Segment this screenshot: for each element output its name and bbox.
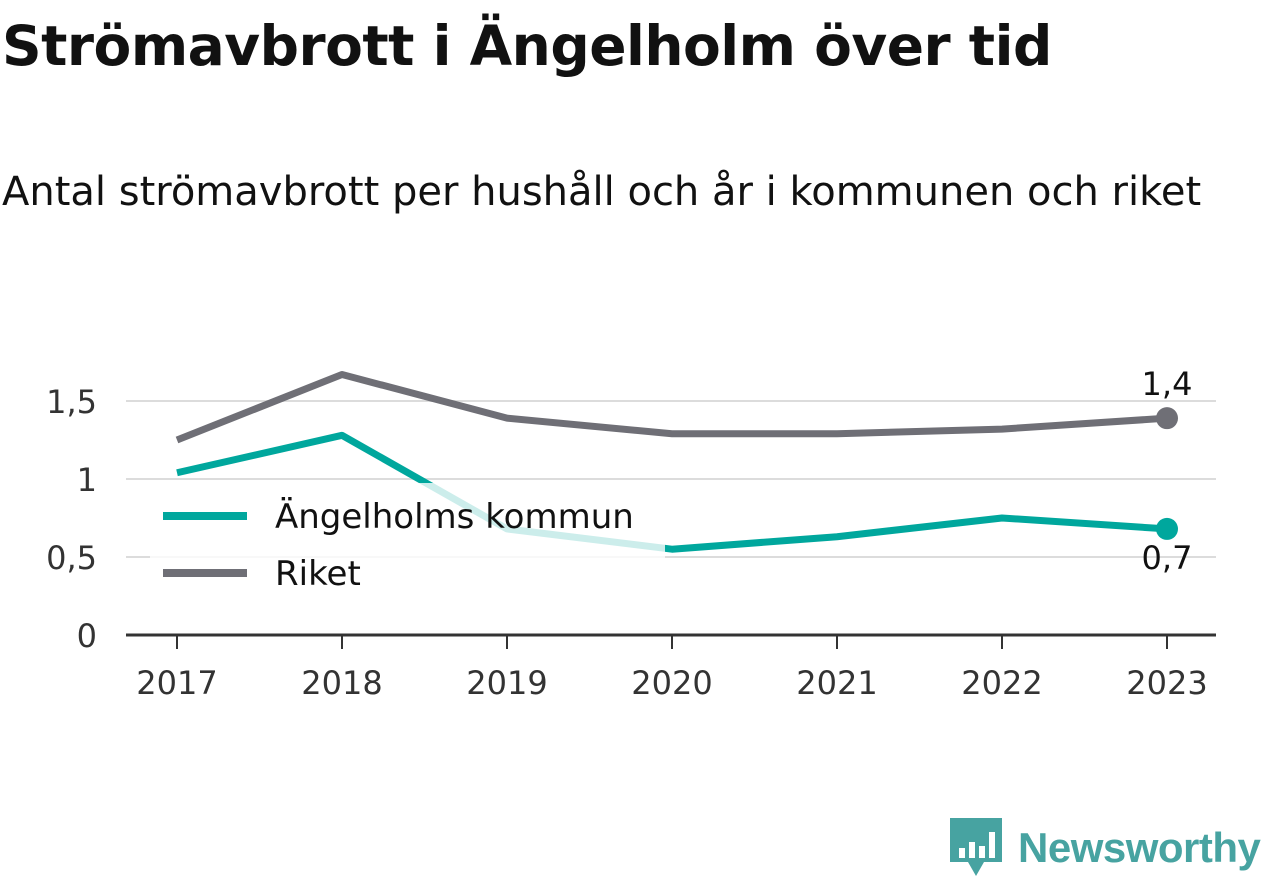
legend-label: Ängelholms kommun bbox=[275, 497, 634, 537]
series-line-angelholm bbox=[176, 431, 1168, 553]
bar-chart-speech-bubble-icon bbox=[950, 818, 1002, 876]
series-line-riket bbox=[175, 370, 1168, 444]
end-point-riket bbox=[1156, 407, 1178, 430]
y-tick-label: 0 bbox=[77, 617, 97, 655]
brand-name: Newsworthy bbox=[1018, 824, 1261, 871]
series-lines bbox=[175, 370, 1178, 553]
legend: Ängelholms kommun Riket bbox=[150, 483, 665, 605]
x-tick-label: 2018 bbox=[301, 664, 382, 702]
y-tick-label: 1 bbox=[77, 461, 97, 499]
end-label-angelholm: 0,7 bbox=[1142, 539, 1193, 577]
x-tick-label: 2022 bbox=[961, 664, 1042, 702]
data-labels: 0,7 1,4 bbox=[1142, 365, 1193, 577]
legend-box bbox=[150, 483, 665, 605]
x-tick-label: 2017 bbox=[136, 664, 217, 702]
end-label-riket: 1,4 bbox=[1142, 365, 1193, 403]
x-tick-label: 2020 bbox=[631, 664, 712, 702]
legend-label: Riket bbox=[275, 554, 361, 594]
chart-subtitle: Antal strömavbrott per hushåll och år i … bbox=[2, 169, 1202, 215]
x-tick-label: 2019 bbox=[466, 664, 547, 702]
chart-title: Strömavbrott i Ängelholm över tid bbox=[2, 14, 1052, 78]
newsworthy-logo: Newsworthy bbox=[950, 818, 1261, 878]
end-point-angelholm bbox=[1156, 517, 1178, 540]
x-axis: 2017 2018 2019 2020 2021 2022 2023 bbox=[126, 633, 1216, 702]
y-tick-label: 1,5 bbox=[46, 383, 97, 421]
x-tick-label: 2021 bbox=[796, 664, 877, 702]
y-axis: 0 0,5 1 1,5 bbox=[46, 383, 97, 655]
x-tick-label: 2023 bbox=[1126, 664, 1207, 702]
y-tick-label: 0,5 bbox=[46, 539, 97, 577]
